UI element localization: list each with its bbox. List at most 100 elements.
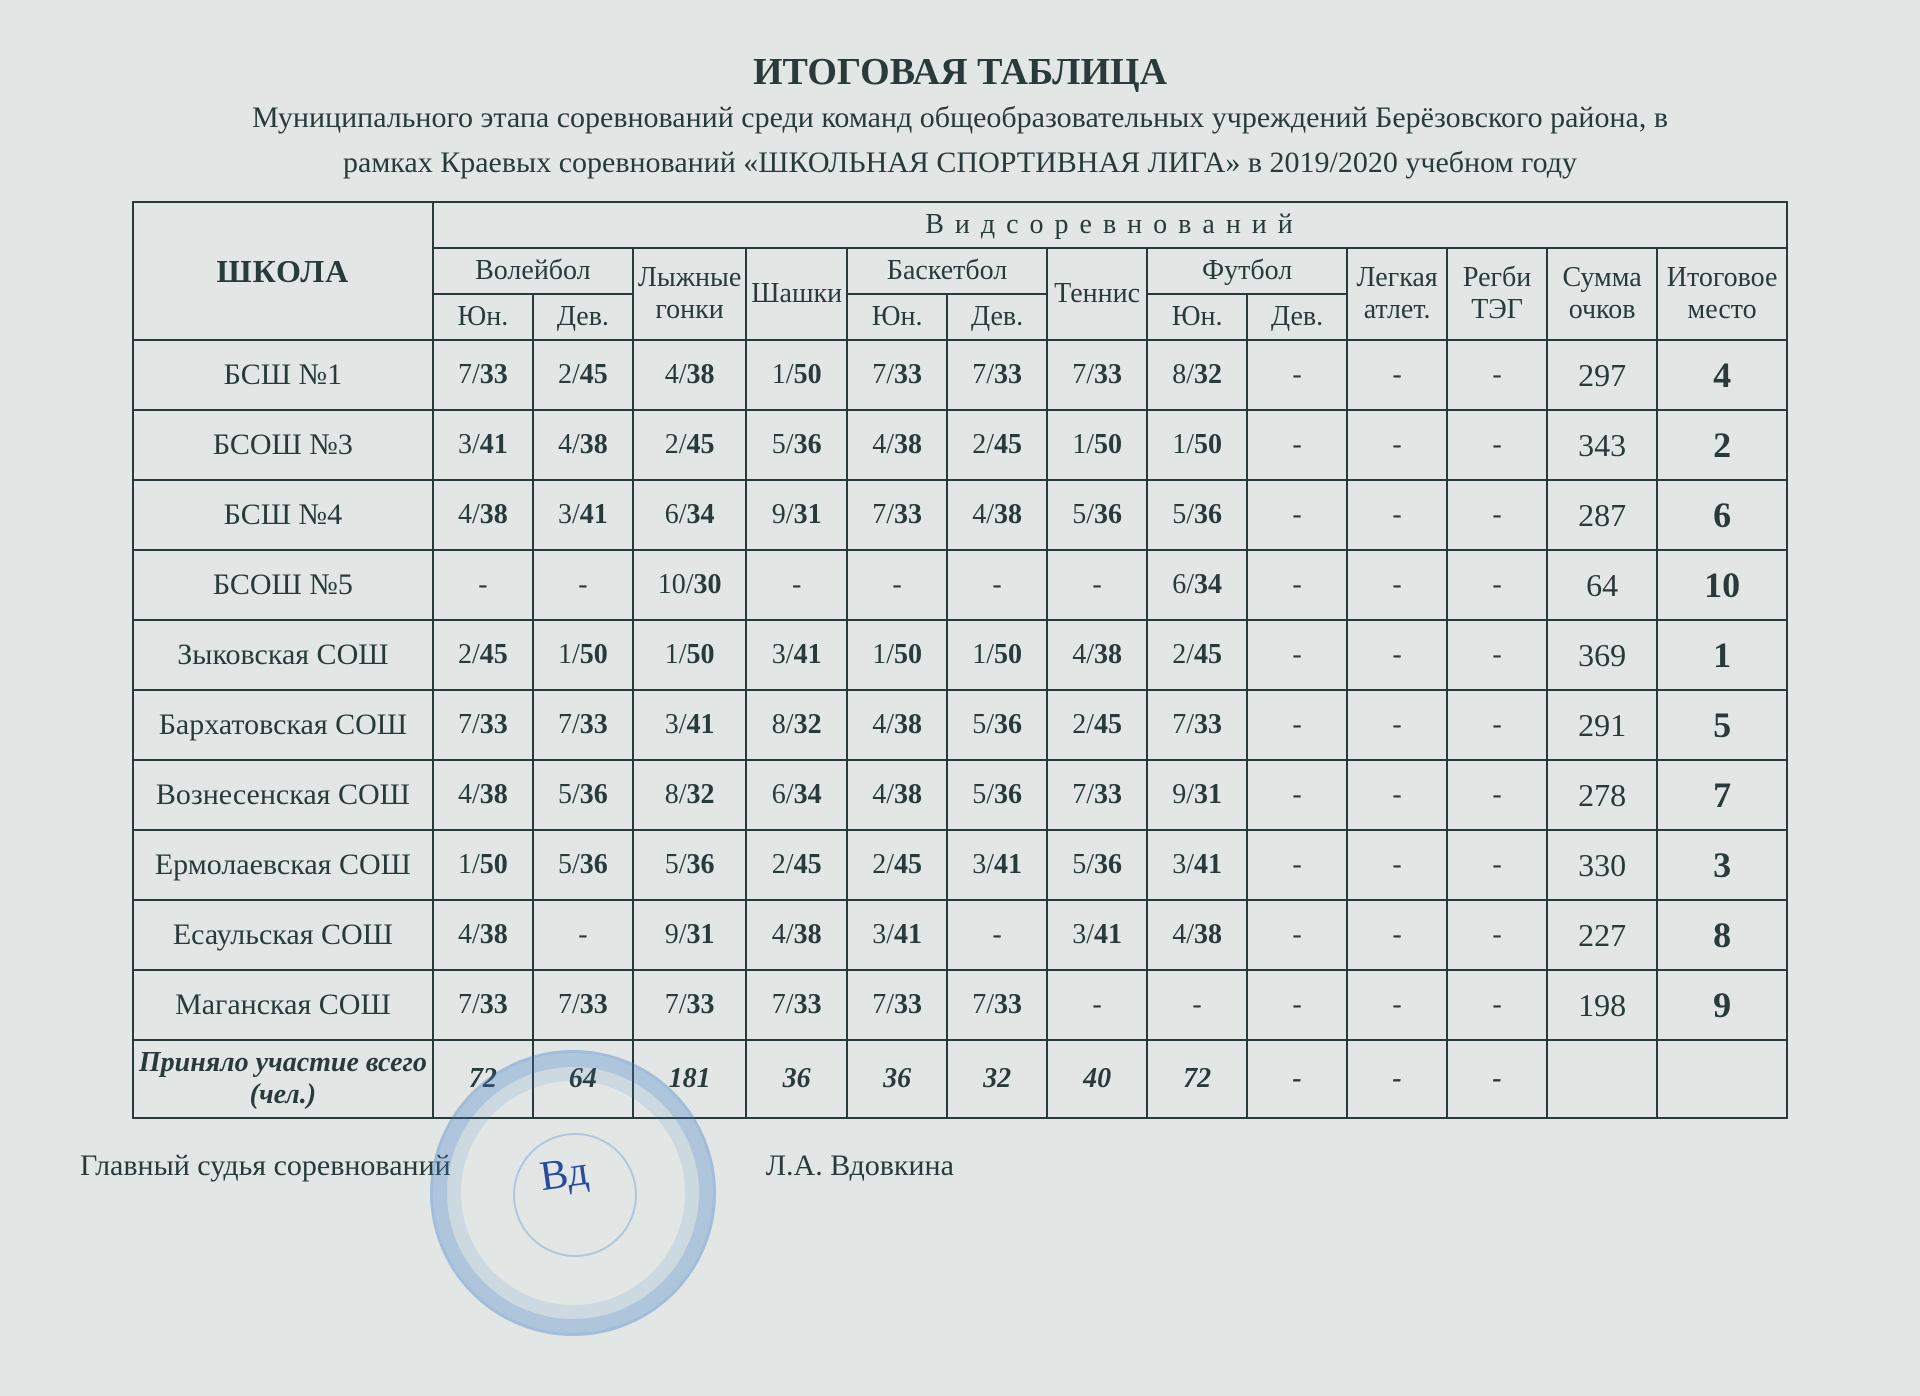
footer-line: Главный судья соревнований Л.А. Вдовкина xyxy=(80,1149,1860,1183)
sum-cell: 330 xyxy=(1547,830,1657,900)
score-cell: 7/33 xyxy=(1047,340,1147,410)
score-cell: 5/36 xyxy=(947,760,1047,830)
page-subtitle-1: Муниципального этапа соревнований среди … xyxy=(80,98,1840,139)
col-school-label: ШКОЛА xyxy=(216,253,349,289)
school-name-cell: БСОШ №3 xyxy=(133,410,433,480)
totals-cell: 32 xyxy=(947,1040,1047,1118)
score-cell: 4/38 xyxy=(633,340,746,410)
score-cell: - xyxy=(1347,830,1447,900)
score-cell: - xyxy=(1447,830,1547,900)
school-name-cell: БСШ №1 xyxy=(133,340,433,410)
table-row: Есаульская СОШ4/38-9/314/383/41-3/414/38… xyxy=(133,900,1787,970)
score-cell: 1/50 xyxy=(847,620,947,690)
totals-cell: 64 xyxy=(533,1040,633,1118)
score-cell: 7/33 xyxy=(1047,760,1147,830)
score-cell: - xyxy=(947,900,1047,970)
score-cell: - xyxy=(1247,480,1347,550)
score-cell: - xyxy=(1347,410,1447,480)
sum-cell: 291 xyxy=(1547,690,1657,760)
score-cell: 4/38 xyxy=(533,410,633,480)
score-cell: 1/50 xyxy=(633,620,746,690)
score-cell: - xyxy=(746,550,847,620)
col-checkers: Шашки xyxy=(746,248,847,340)
sum-cell: 343 xyxy=(1547,410,1657,480)
totals-cell: - xyxy=(1247,1040,1347,1118)
school-name-cell: Маганская СОШ xyxy=(133,970,433,1040)
school-name-cell: Ермолаевская СОШ xyxy=(133,830,433,900)
col-school: ШКОЛА xyxy=(133,202,433,340)
score-cell: 1/50 xyxy=(433,830,533,900)
score-cell: 5/36 xyxy=(633,830,746,900)
score-cell: 5/36 xyxy=(1047,480,1147,550)
score-cell: - xyxy=(1447,410,1547,480)
score-cell: - xyxy=(947,550,1047,620)
school-name-cell: БСОШ №5 xyxy=(133,550,433,620)
score-cell: - xyxy=(1247,550,1347,620)
score-cell: 1/50 xyxy=(746,340,847,410)
score-cell: - xyxy=(1447,690,1547,760)
totals-cell: - xyxy=(1447,1040,1547,1118)
score-cell: - xyxy=(1047,550,1147,620)
score-cell: 1/50 xyxy=(947,620,1047,690)
table-header: ШКОЛА В и д с о р е в н о в а н и й Воле… xyxy=(133,202,1787,340)
score-cell: 2/45 xyxy=(633,410,746,480)
sum-cell: 297 xyxy=(1547,340,1657,410)
score-cell: 7/33 xyxy=(533,970,633,1040)
score-cell: 2/45 xyxy=(1147,620,1247,690)
school-name-cell: Бархатовская СОШ xyxy=(133,690,433,760)
score-cell: 2/45 xyxy=(746,830,847,900)
score-cell: 7/33 xyxy=(1147,690,1247,760)
score-cell: 7/33 xyxy=(847,480,947,550)
table-row: БСОШ №33/414/382/455/364/382/451/501/50-… xyxy=(133,410,1787,480)
table-row: Вознесенская СОШ4/385/368/326/344/385/36… xyxy=(133,760,1787,830)
totals-cell: 72 xyxy=(1147,1040,1247,1118)
col-football-boys: Юн. xyxy=(1147,294,1247,340)
score-cell: 6/34 xyxy=(746,760,847,830)
table-row: Маганская СОШ7/337/337/337/337/337/33---… xyxy=(133,970,1787,1040)
score-cell: 3/41 xyxy=(633,690,746,760)
table-totals-row: Приняло участие всего (чел.)726418136363… xyxy=(133,1040,1787,1118)
score-cell: - xyxy=(1247,760,1347,830)
col-ski: Лыжные гонки xyxy=(633,248,746,340)
score-cell: - xyxy=(1347,900,1447,970)
place-cell: 4 xyxy=(1657,340,1787,410)
score-cell: - xyxy=(1447,970,1547,1040)
score-cell: 7/33 xyxy=(947,970,1047,1040)
col-volleyball-girls: Дев. xyxy=(533,294,633,340)
score-cell: - xyxy=(1247,900,1347,970)
score-cell: - xyxy=(847,550,947,620)
table-row: БСШ №17/332/454/381/507/337/337/338/32--… xyxy=(133,340,1787,410)
sum-cell: 64 xyxy=(1547,550,1657,620)
place-cell: 2 xyxy=(1657,410,1787,480)
table-row: Зыковская СОШ2/451/501/503/411/501/504/3… xyxy=(133,620,1787,690)
place-cell: 5 xyxy=(1657,690,1787,760)
totals-cell: 181 xyxy=(633,1040,746,1118)
place-cell: 7 xyxy=(1657,760,1787,830)
table-row: БСШ №44/383/416/349/317/334/385/365/36--… xyxy=(133,480,1787,550)
totals-cell: - xyxy=(1347,1040,1447,1118)
school-name-cell: БСШ №4 xyxy=(133,480,433,550)
score-cell: 4/38 xyxy=(847,690,947,760)
score-cell: 4/38 xyxy=(746,900,847,970)
col-basketball-girls: Дев. xyxy=(947,294,1047,340)
score-cell: 5/36 xyxy=(1047,830,1147,900)
score-cell: - xyxy=(1347,340,1447,410)
score-cell: - xyxy=(1247,970,1347,1040)
col-basketball: Баскетбол xyxy=(847,248,1047,294)
table-row: Ермолаевская СОШ1/505/365/362/452/453/41… xyxy=(133,830,1787,900)
score-cell: 7/33 xyxy=(947,340,1047,410)
totals-cell: 72 xyxy=(433,1040,533,1118)
col-competition-kind: В и д с о р е в н о в а н и й xyxy=(433,202,1787,248)
score-cell: 8/32 xyxy=(746,690,847,760)
score-cell: 5/36 xyxy=(947,690,1047,760)
score-cell: - xyxy=(1247,410,1347,480)
score-cell: - xyxy=(1347,690,1447,760)
score-cell: - xyxy=(1447,760,1547,830)
school-name-cell: Есаульская СОШ xyxy=(133,900,433,970)
score-cell: 7/33 xyxy=(847,970,947,1040)
table-body: БСШ №17/332/454/381/507/337/337/338/32--… xyxy=(133,340,1787,1118)
score-cell: 7/33 xyxy=(633,970,746,1040)
score-cell: - xyxy=(533,550,633,620)
place-cell: 10 xyxy=(1657,550,1787,620)
col-place: Итоговое место xyxy=(1657,248,1787,340)
